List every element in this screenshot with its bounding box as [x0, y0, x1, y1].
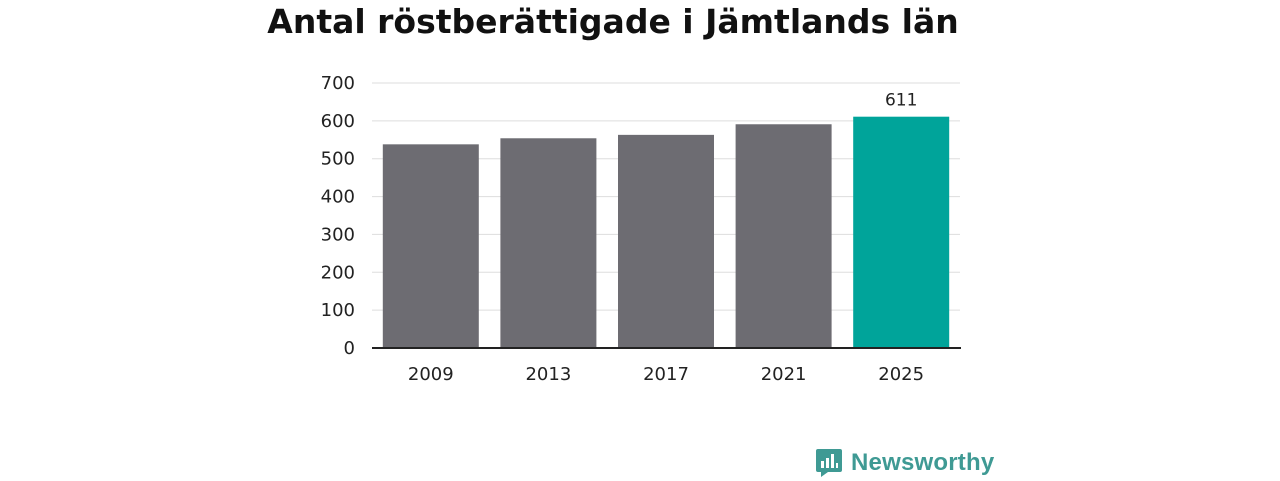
y-tick-label: 0 [344, 338, 355, 359]
bar-2025 [853, 116, 950, 348]
newsworthy-logo: Newsworthy [815, 445, 994, 481]
y-tick-label: 200 [321, 262, 355, 283]
bar-2017 [618, 134, 714, 348]
newsworthy-logo-icon [816, 449, 842, 477]
y-tick-label: 500 [321, 149, 355, 170]
labels: 0 100 200 300 400 500 600 700 2009 2013 2017 2021 20… [321, 73, 924, 385]
x-tick-label: 2017 [643, 364, 689, 385]
y-tick-label: 300 [321, 224, 355, 245]
chart-title: Antal röstberättigade i Jämtlands län [267, 2, 959, 41]
x-tick-label: 2013 [525, 364, 571, 385]
x-tick-label: 2009 [408, 364, 454, 385]
x-tick-label: 2021 [761, 364, 807, 385]
x-tick-label: 2025 [878, 364, 924, 385]
bar-2013 [500, 138, 597, 348]
y-tick-label: 400 [321, 187, 355, 208]
bar-2021 [735, 124, 832, 348]
brand-name: Newsworthy [851, 449, 995, 476]
y-tick-label: 600 [321, 111, 355, 132]
data-label: 611 [885, 91, 917, 111]
y-tick-label: 100 [321, 300, 355, 321]
bars [382, 116, 950, 348]
bar-2009 [382, 144, 479, 348]
y-tick-label: 700 [321, 73, 355, 94]
